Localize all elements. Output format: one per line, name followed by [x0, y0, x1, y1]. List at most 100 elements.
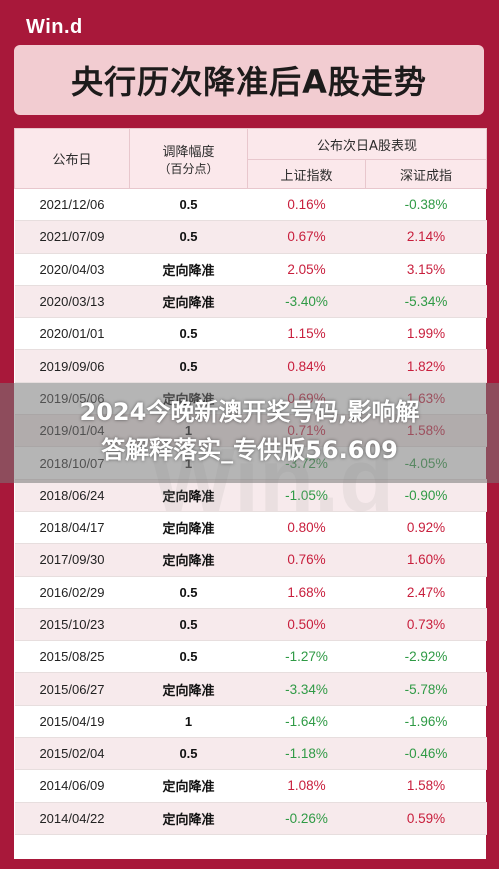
sh-index-cell: 0.84% — [247, 349, 366, 383]
table-row: 2014/06/09 定向降准 1.08% 1.58% — [14, 769, 487, 803]
sh-index-cell: 0.50% — [247, 608, 366, 642]
table-row: 2015/08/25 0.5 -1.27% -2.92% — [14, 640, 487, 674]
sz-index-cell: 0.59% — [365, 802, 487, 835]
date-cell: 2015/04/19 — [14, 705, 130, 739]
sh-index-cell: -1.27% — [247, 640, 366, 674]
header-date: 公布日 — [14, 128, 130, 189]
date-cell: 2014/04/22 — [14, 802, 130, 835]
table-row: 2015/10/23 0.5 0.50% 0.73% — [14, 608, 487, 642]
sh-index-cell: 1.08% — [247, 769, 366, 803]
sz-index-cell: -0.90% — [365, 479, 487, 512]
rate-cell: 0.5 — [129, 220, 248, 254]
date-cell: 2021/12/06 — [14, 188, 130, 222]
table-row: 2020/04/03 定向降准 2.05% 3.15% — [14, 253, 487, 286]
table-row: 2019/09/06 0.5 0.84% 1.82% — [14, 349, 487, 383]
table-body: 2021/12/06 0.5 0.16% -0.38% 2021/07/09 0.5 0.6… — [14, 188, 487, 835]
table-row: 2017/09/30 定向降准 0.76% 1.60% — [14, 543, 487, 577]
date-cell: 2015/08/25 — [14, 640, 130, 674]
sz-index-cell: -0.46% — [365, 737, 487, 771]
sh-index-cell: -1.64% — [247, 705, 366, 739]
rate-cell: 0.5 — [129, 317, 248, 351]
date-cell: 2016/02/29 — [14, 576, 130, 609]
sz-index-cell: -1.96% — [365, 705, 487, 739]
date-cell: 2015/10/23 — [14, 608, 130, 642]
table-row: 2020/01/01 0.5 1.15% 1.99% — [14, 317, 487, 351]
rrr-table-container: 公布日 调降幅度 （百分点） 公布次日A股表现 上证指数 深证成指 2021/1… — [14, 128, 487, 859]
promo-line-1: 2024今晚新澳开奖号码,影响解 — [79, 398, 420, 426]
rate-cell: 定向降准 — [129, 253, 248, 286]
date-cell: 2021/07/09 — [14, 220, 130, 254]
table-row: 2021/07/09 0.5 0.67% 2.14% — [14, 220, 487, 254]
sz-index-cell: 1.58% — [365, 769, 487, 803]
rate-cell: 1 — [129, 705, 248, 739]
rate-cell: 定向降准 — [129, 672, 248, 706]
rate-cell: 定向降准 — [129, 769, 248, 803]
sz-index-cell: 1.82% — [365, 349, 487, 383]
sz-index-cell: -5.34% — [365, 285, 487, 319]
header-rate: 调降幅度 （百分点） — [129, 128, 248, 189]
rate-cell: 0.5 — [129, 188, 248, 222]
sh-index-cell: 2.05% — [247, 253, 366, 286]
rate-cell: 定向降准 — [129, 511, 248, 545]
title-banner: 央行历次降准后A股走势 — [14, 45, 484, 115]
date-cell: 2019/09/06 — [14, 349, 130, 383]
rate-cell: 0.5 — [129, 640, 248, 674]
sz-index-cell: 2.47% — [365, 576, 487, 609]
table-row: 2016/02/29 0.5 1.68% 2.47% — [14, 576, 487, 609]
table-row: 2018/06/24 定向降准 -1.05% -0.90% — [14, 479, 487, 512]
rate-cell: 0.5 — [129, 349, 248, 383]
rate-cell: 0.5 — [129, 576, 248, 609]
table-row: 2021/12/06 0.5 0.16% -0.38% — [14, 188, 487, 222]
header-rate-line2: （百分点） — [158, 161, 219, 176]
rate-cell: 定向降准 — [129, 285, 248, 319]
header-next-day-group: 公布次日A股表现 — [247, 128, 487, 160]
sz-index-cell: 0.92% — [365, 511, 487, 545]
sz-index-cell: 1.99% — [365, 317, 487, 351]
rate-cell: 0.5 — [129, 608, 248, 642]
date-cell: 2020/04/03 — [14, 253, 130, 286]
date-cell: 2018/06/24 — [14, 479, 130, 512]
sz-index-cell: -5.78% — [365, 672, 487, 706]
promo-line-2: 答解释落实_专供版56.609 — [101, 436, 398, 464]
sh-index-cell: -0.26% — [247, 802, 366, 835]
table-row: 2015/04/19 1 -1.64% -1.96% — [14, 705, 487, 739]
brand-logo: Win.d — [26, 16, 83, 38]
sh-index-cell: -1.18% — [247, 737, 366, 771]
table-row: 2015/06/27 定向降准 -3.34% -5.78% — [14, 672, 487, 706]
sz-index-cell: 1.60% — [365, 543, 487, 577]
sz-index-cell: 2.14% — [365, 220, 487, 254]
rate-cell: 定向降准 — [129, 802, 248, 835]
sh-index-cell: 1.68% — [247, 576, 366, 609]
sh-index-cell: 0.76% — [247, 543, 366, 577]
date-cell: 2018/04/17 — [14, 511, 130, 545]
promo-overlay-text[interactable]: 2024今晚新澳开奖号码,影响解 答解释落实_专供版56.609 — [0, 393, 499, 469]
rate-cell: 0.5 — [129, 737, 248, 771]
sh-index-cell: -3.40% — [247, 285, 366, 319]
header-sh-index: 上证指数 — [247, 159, 366, 189]
table-row: 2015/02/04 0.5 -1.18% -0.46% — [14, 737, 487, 771]
date-cell: 2020/03/13 — [14, 285, 130, 319]
table-row: 2014/04/22 定向降准 -0.26% 0.59% — [14, 802, 487, 835]
header-rate-line1: 调降幅度 — [162, 144, 215, 160]
date-cell: 2020/01/01 — [14, 317, 130, 351]
sh-index-cell: -3.34% — [247, 672, 366, 706]
date-cell: 2014/06/09 — [14, 769, 130, 803]
sz-index-cell: -2.92% — [365, 640, 487, 674]
header-sz-index: 深证成指 — [365, 159, 487, 189]
rate-cell: 定向降准 — [129, 479, 248, 512]
sz-index-cell: 3.15% — [365, 253, 487, 286]
sz-index-cell: 0.73% — [365, 608, 487, 642]
sh-index-cell: 0.80% — [247, 511, 366, 545]
promo-overlay — [0, 383, 499, 483]
sh-index-cell: 0.67% — [247, 220, 366, 254]
date-cell: 2015/02/04 — [14, 737, 130, 771]
table-row: 2018/04/17 定向降准 0.80% 0.92% — [14, 511, 487, 545]
rate-cell: 定向降准 — [129, 543, 248, 577]
table-row: 2020/03/13 定向降准 -3.40% -5.34% — [14, 285, 487, 319]
date-cell: 2017/09/30 — [14, 543, 130, 577]
sh-index-cell: 1.15% — [247, 317, 366, 351]
sh-index-cell: -1.05% — [247, 479, 366, 512]
page-title: 央行历次降准后A股走势 — [71, 63, 427, 101]
sh-index-cell: 0.16% — [247, 188, 366, 222]
date-cell: 2015/06/27 — [14, 672, 130, 706]
